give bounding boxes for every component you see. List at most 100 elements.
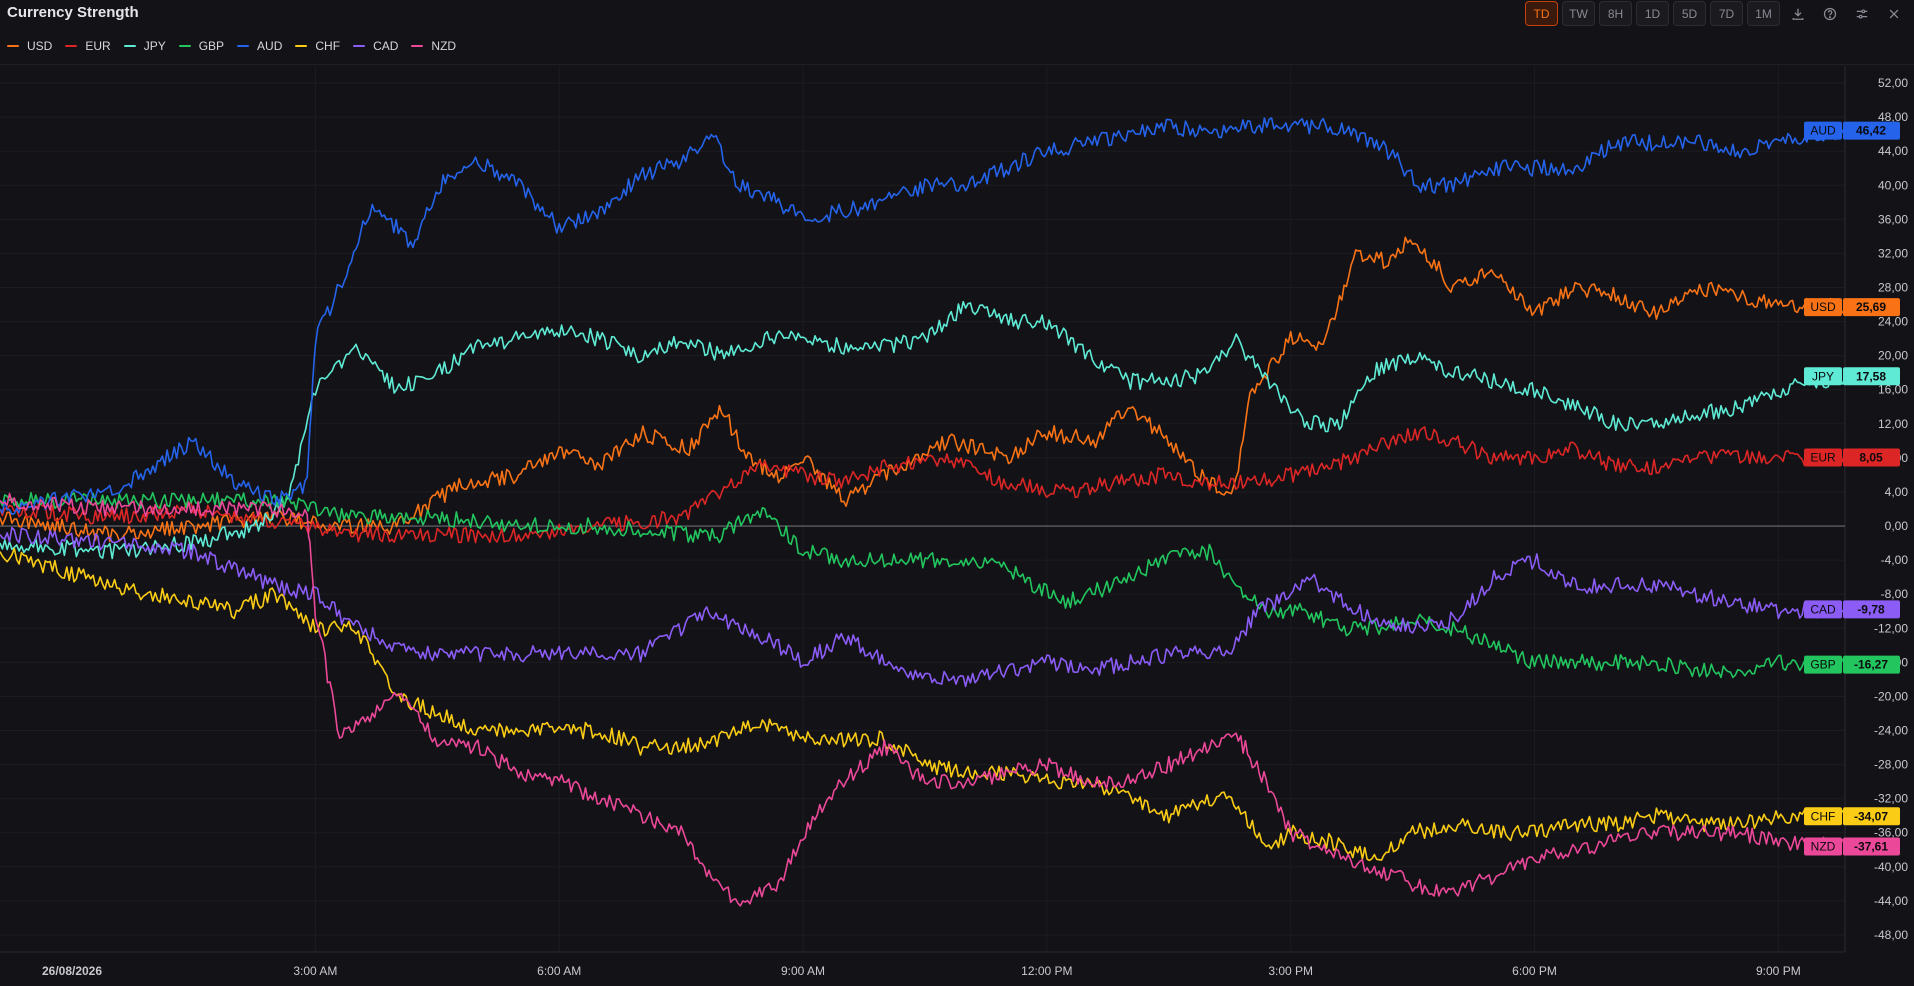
legend-item-jpy[interactable]: JPY: [123, 39, 166, 53]
y-tick-label: -8,00: [1881, 587, 1909, 601]
timeframe-button-td[interactable]: TD: [1525, 1, 1558, 26]
legend-label: CAD: [373, 39, 399, 53]
last-value-label: 25,69: [1856, 300, 1886, 314]
last-value-tag-nzd: NZD -37,61: [1804, 837, 1900, 856]
timeframe-button-1d[interactable]: 1D: [1636, 1, 1669, 26]
y-tick-label: 12,00: [1878, 417, 1908, 431]
last-value-badge: [1843, 807, 1900, 826]
series-line-cad[interactable]: [0, 526, 1846, 688]
last-value-badge: [1843, 298, 1900, 317]
legend-item-gbp[interactable]: GBP: [178, 39, 225, 53]
legend-label: EUR: [85, 39, 111, 53]
series-name-label: JPY: [1812, 369, 1834, 383]
legend-item-eur[interactable]: EUR: [65, 39, 111, 53]
series-name-badge: [1804, 807, 1842, 826]
legend-item-aud[interactable]: AUD: [237, 39, 282, 53]
y-tick-label: -32,00: [1874, 792, 1908, 806]
series-name-label: NZD: [1811, 839, 1836, 853]
legend-swatch: [237, 45, 250, 47]
close-icon[interactable]: [1880, 1, 1908, 26]
x-tick-label: 9:00 AM: [781, 964, 825, 978]
series-name-badge: [1804, 448, 1842, 467]
y-tick-label: 20,00: [1878, 349, 1908, 363]
y-tick-label: -4,00: [1881, 553, 1909, 567]
series-name-badge: [1804, 600, 1842, 619]
chart-header: Currency Strength TD TW 8H 1D 5D 7D 1M: [0, 0, 1914, 30]
y-tick-label: 28,00: [1878, 281, 1908, 295]
legend-label: JPY: [143, 39, 166, 53]
y-tick-label: 36,00: [1878, 212, 1908, 226]
legend-item-usd[interactable]: USD: [7, 39, 52, 53]
x-tick-label: 9:00 PM: [1756, 964, 1801, 978]
toolbar: TD TW 8H 1D 5D 7D 1M: [1525, 1, 1908, 26]
legend-item-nzd[interactable]: NZD: [411, 39, 456, 53]
last-value-tag-chf: CHF -34,07: [1804, 807, 1900, 826]
y-tick-label: -48,00: [1874, 928, 1908, 942]
y-tick-label: -28,00: [1874, 758, 1908, 772]
legend-label: AUD: [257, 39, 283, 53]
legend-label: GBP: [198, 39, 225, 53]
legend-swatch: [178, 45, 191, 47]
y-tick-label: 32,00: [1878, 246, 1908, 260]
legend-item-chf[interactable]: CHF: [295, 39, 340, 53]
legend-item-cad[interactable]: CAD: [353, 39, 398, 53]
timeframe-button-5d[interactable]: 5D: [1673, 1, 1706, 26]
legend-swatch: [353, 45, 366, 47]
last-value-tag-cad: CAD -9,78: [1804, 600, 1900, 619]
series-name-label: GBP: [1810, 658, 1835, 672]
series-name-label: EUR: [1810, 450, 1836, 464]
legend-swatch: [123, 45, 136, 47]
last-value-label: -34,07: [1854, 809, 1888, 823]
series-line-chf[interactable]: [0, 547, 1846, 862]
download-icon[interactable]: [1784, 1, 1812, 26]
series-name-badge: [1804, 121, 1842, 140]
series-name-badge: [1804, 837, 1842, 856]
timeframe-button-1m[interactable]: 1M: [1747, 1, 1780, 26]
y-tick-label: 4,00: [1885, 485, 1909, 499]
timeframe-button-7d[interactable]: 7D: [1710, 1, 1743, 26]
series-line-aud[interactable]: [0, 117, 1846, 515]
series-name-label: USD: [1810, 300, 1836, 314]
last-value-label: -37,61: [1854, 839, 1888, 853]
x-tick-label: 3:00 AM: [293, 964, 337, 978]
y-tick-label: 52,00: [1878, 76, 1908, 90]
date-label: 26/08/2026: [42, 964, 102, 978]
legend-swatch: [411, 45, 424, 47]
series-name-label: CHF: [1811, 809, 1836, 823]
x-tick-label: 3:00 PM: [1268, 964, 1313, 978]
timeframe-button-tw[interactable]: TW: [1562, 1, 1595, 26]
legend-label: CHF: [315, 39, 341, 53]
series-line-nzd[interactable]: [0, 492, 1846, 907]
last-value-badge: [1843, 121, 1900, 140]
last-value-label: 8,05: [1859, 450, 1883, 464]
last-value-badge: [1843, 837, 1900, 856]
series-line-gbp[interactable]: [0, 491, 1846, 679]
series-name-badge: [1804, 655, 1842, 674]
last-value-label: -16,27: [1854, 658, 1888, 672]
x-tick-label: 12:00 PM: [1021, 964, 1072, 978]
series-line-jpy[interactable]: [0, 300, 1846, 560]
series-line-eur[interactable]: [0, 426, 1846, 544]
x-tick-label: 6:00 PM: [1512, 964, 1557, 978]
last-value-badge: [1843, 600, 1900, 619]
page-title: Currency Strength: [7, 4, 139, 21]
series-name-label: AUD: [1810, 124, 1836, 138]
legend-label: NZD: [431, 39, 457, 53]
y-tick-label: 16,00: [1878, 383, 1908, 397]
last-value-label: -9,78: [1857, 602, 1885, 616]
chart-legend: USD EUR JPY GBP AUD CHF CAD NZD: [7, 39, 469, 53]
settings-icon[interactable]: [1848, 1, 1876, 26]
help-icon[interactable]: [1816, 1, 1844, 26]
legend-label: USD: [27, 39, 53, 53]
legend-swatch: [295, 45, 308, 47]
last-value-tag-usd: USD 25,69: [1804, 298, 1900, 317]
last-value-tag-gbp: GBP -16,27: [1804, 655, 1900, 674]
timeframe-button-8h[interactable]: 8H: [1599, 1, 1632, 26]
last-value-badge: [1843, 448, 1900, 467]
last-value-tag-eur: EUR 8,05: [1804, 448, 1900, 467]
y-tick-label: -20,00: [1874, 689, 1908, 703]
y-tick-label: 44,00: [1878, 144, 1908, 158]
series-name-badge: [1804, 367, 1842, 386]
last-value-label: 46,42: [1856, 124, 1886, 138]
